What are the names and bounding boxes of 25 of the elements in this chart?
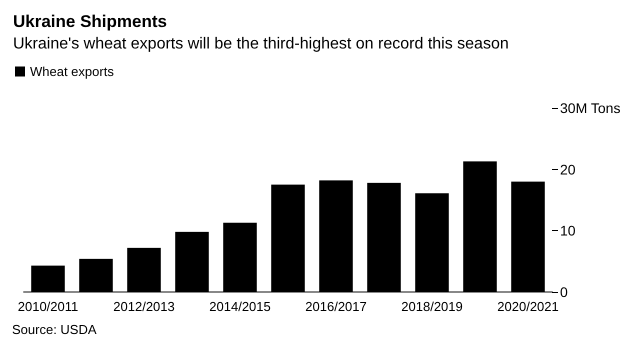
y-tick-label: 20 xyxy=(560,161,576,178)
bar xyxy=(31,266,65,292)
chart-subtitle: Ukraine's wheat exports will be the third-highest on record this season xyxy=(13,36,509,52)
bar xyxy=(223,222,257,292)
bar xyxy=(463,161,497,292)
x-tick-label: 2010/2011 xyxy=(18,299,78,314)
bar xyxy=(271,184,305,292)
y-tick-label: 0 xyxy=(560,284,568,300)
bar xyxy=(175,232,209,292)
legend-label: Wheat exports xyxy=(30,64,114,79)
x-tick-label: 2020/2021 xyxy=(497,299,559,314)
chart-title: Ukraine Shipments xyxy=(13,12,167,31)
bar xyxy=(367,182,401,292)
bar xyxy=(415,193,449,292)
y-tick-label: 10 xyxy=(560,222,576,239)
bar xyxy=(511,182,545,292)
x-tick-label: 2016/2017 xyxy=(305,299,367,314)
x-tick-label: 2018/2019 xyxy=(401,299,463,314)
bar xyxy=(319,180,353,292)
bar xyxy=(79,258,113,292)
bar xyxy=(127,248,161,292)
x-tick-label: 2014/2015 xyxy=(209,299,271,314)
y-tick-label: 30M Tons xyxy=(560,100,620,116)
source-note: Source: USDA xyxy=(12,322,97,337)
x-tick-label: 2012/2013 xyxy=(113,299,175,314)
